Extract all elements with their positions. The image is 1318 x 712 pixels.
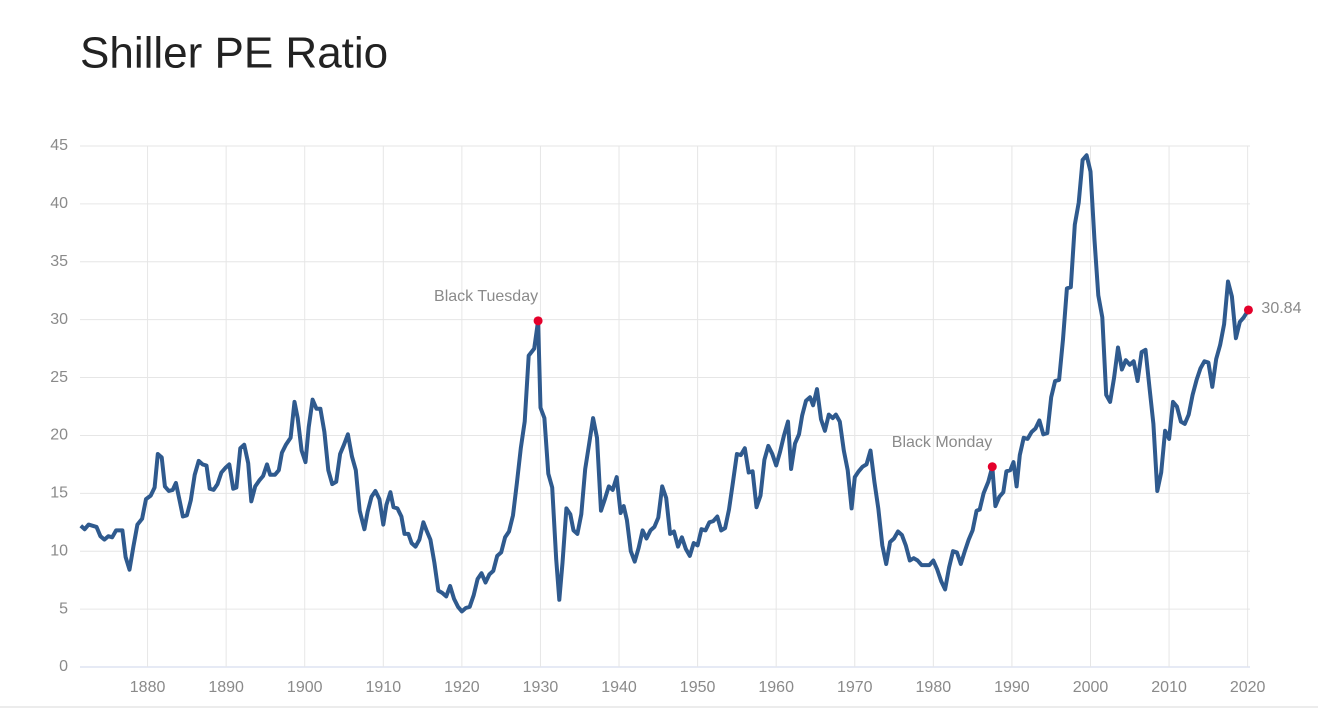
x-tick-label: 1900 <box>287 679 323 696</box>
y-tick-label: 35 <box>50 253 68 270</box>
data-line <box>79 153 1251 614</box>
y-tick-label: 10 <box>50 542 68 559</box>
y-tick-label: 40 <box>50 195 68 212</box>
x-tick-label: 1940 <box>601 679 637 696</box>
x-tick-label: 1970 <box>837 679 873 696</box>
annotation-label: Black Tuesday <box>434 288 538 305</box>
x-tick-label: 1960 <box>758 679 794 696</box>
x-tick-label: 1950 <box>680 679 716 696</box>
annotation-point <box>987 462 997 472</box>
x-tick-label: 2010 <box>1151 679 1187 696</box>
x-tick-label: 1890 <box>208 679 244 696</box>
x-tick-label: 2000 <box>1073 679 1109 696</box>
x-tick-label: 1930 <box>523 679 559 696</box>
annotation-label: Black Monday <box>892 434 993 451</box>
annotation-point <box>1243 305 1253 315</box>
chart-title: Shiller PE Ratio <box>80 29 388 78</box>
y-tick-label: 5 <box>59 600 68 617</box>
x-tick-label: 1980 <box>916 679 952 696</box>
annotation-point <box>533 316 543 326</box>
y-tick-label: 15 <box>50 485 68 502</box>
x-tick-label: 2020 <box>1230 679 1266 696</box>
y-tick-label: 0 <box>59 658 68 675</box>
x-tick-label: 1920 <box>444 679 480 696</box>
annotation-label: 30.84 <box>1261 300 1301 317</box>
y-tick-label: 20 <box>50 427 68 444</box>
x-tick-label: 1910 <box>366 679 402 696</box>
y-tick-label: 45 <box>50 137 68 154</box>
x-tick-label: 1990 <box>994 679 1030 696</box>
x-tick-label: 1880 <box>130 679 166 696</box>
y-tick-label: 25 <box>50 369 68 386</box>
y-tick-label: 30 <box>50 311 68 328</box>
